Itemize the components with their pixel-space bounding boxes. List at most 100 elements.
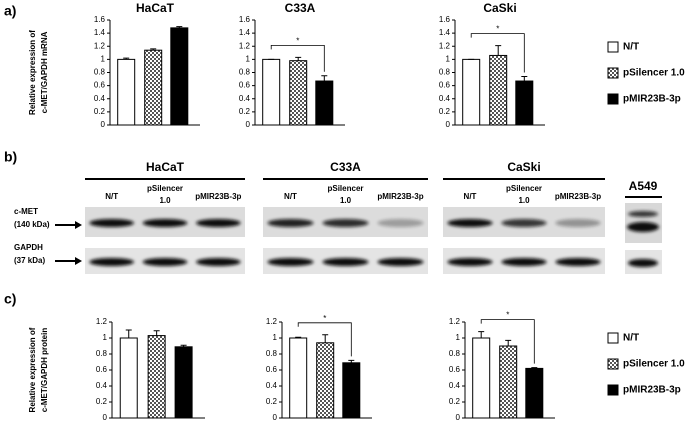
lane-label: pMIR23B-3p <box>377 192 423 201</box>
blot-band <box>142 219 188 227</box>
bar <box>472 337 491 419</box>
blot-row-label: (37 kDa) <box>14 256 45 265</box>
blot-band <box>555 219 601 227</box>
blot-band <box>377 219 424 227</box>
legend-swatch <box>607 332 619 344</box>
lane-label: 1.0 <box>340 196 352 205</box>
error-bar <box>295 336 302 338</box>
bar <box>515 80 534 126</box>
error-bar <box>495 45 502 56</box>
blot-band <box>322 258 369 266</box>
blot-band <box>501 258 547 266</box>
legend-swatch <box>607 384 619 396</box>
blot-band <box>267 258 314 266</box>
lane-label: pMIR23B-3p <box>195 192 241 201</box>
error-bar <box>321 75 328 82</box>
error-bar <box>531 367 538 369</box>
error-bar <box>123 57 130 60</box>
lane-label: pSilencer <box>147 184 183 193</box>
y-tick-label: 0 <box>103 413 108 422</box>
error-bar <box>505 339 512 346</box>
blot-band <box>322 219 369 227</box>
bar <box>289 60 308 126</box>
panel-label: b) <box>4 149 17 165</box>
blot-band <box>447 219 493 227</box>
significance-label: * <box>506 311 509 320</box>
y-tick-label: 0 <box>246 120 251 129</box>
y-tick-label: 0.6 <box>239 81 251 90</box>
lane-label: N/T <box>105 192 118 201</box>
significance-bracket <box>270 45 325 72</box>
y-tick-label: 1 <box>246 54 251 63</box>
y-tick-label: 1.2 <box>266 317 278 326</box>
error-bar <box>521 75 528 82</box>
blot-band <box>377 258 424 266</box>
y-tick-label: 0 <box>446 120 451 129</box>
blot-band <box>628 211 658 217</box>
bar <box>489 54 508 126</box>
y-axis-label: Relative expression of <box>28 30 37 115</box>
arrow-head <box>75 221 82 229</box>
blot-band <box>142 258 188 266</box>
significance-bracket <box>297 322 352 357</box>
y-tick-label: 1.6 <box>439 15 451 24</box>
blot-group-title: CaSki <box>507 160 540 174</box>
legend-swatch <box>607 358 619 370</box>
bar <box>316 342 335 419</box>
legend-label: pMIR23B-3p <box>623 385 681 396</box>
y-tick-label: 0.8 <box>94 68 106 77</box>
legend-label: pSilencer 1.0 <box>623 68 685 79</box>
y-tick-label: 0 <box>456 413 461 422</box>
y-tick-label: 0.4 <box>439 94 451 103</box>
y-tick-label: 1.2 <box>449 317 461 326</box>
y-tick-label: 1 <box>446 54 451 63</box>
y-tick-label: 1.6 <box>239 15 251 24</box>
blot-band <box>501 219 547 227</box>
bar <box>462 58 481 126</box>
lane-label: N/T <box>284 192 297 201</box>
blot-band <box>89 258 135 266</box>
y-tick-label: 0.2 <box>266 397 278 406</box>
lane-label: N/T <box>464 192 477 201</box>
y-axis-label: c-MET/GAPDH protein <box>40 328 49 413</box>
y-tick-label: 0.6 <box>449 365 461 374</box>
y-tick-label: 1 <box>103 333 108 342</box>
y-tick-label: 1.4 <box>439 28 451 37</box>
lane-label: pSilencer <box>327 184 363 193</box>
y-tick-label: 0.4 <box>96 381 108 390</box>
y-tick-label: 0.2 <box>239 107 251 116</box>
y-tick-label: 0.6 <box>94 81 106 90</box>
y-tick-label: 0 <box>101 120 106 129</box>
y-tick-label: 1 <box>101 54 106 63</box>
error-bar <box>348 359 355 363</box>
error-bar <box>153 330 160 336</box>
bar <box>262 58 281 126</box>
y-tick-label: 1.2 <box>94 41 106 50</box>
y-tick-label: 1.2 <box>96 317 108 326</box>
panel-label: c) <box>4 291 16 307</box>
y-tick-label: 1.2 <box>239 41 251 50</box>
blot-row-label: (140 kDa) <box>14 220 50 229</box>
error-bar <box>180 344 187 347</box>
error-bar <box>295 56 302 61</box>
y-tick-label: 0.8 <box>266 349 278 358</box>
y-axis-label: c-MET/GAPDH mRNA <box>40 31 49 113</box>
bar <box>342 362 361 419</box>
arrow-head <box>75 257 82 265</box>
blot-band <box>555 258 601 266</box>
y-tick-label: 0.2 <box>94 107 106 116</box>
blot-band <box>195 219 241 227</box>
bar <box>147 335 166 419</box>
legend-label: N/T <box>623 333 639 344</box>
y-tick-label: 1.6 <box>94 15 106 24</box>
legend-swatch <box>607 41 619 53</box>
blot-row-label: c-MET <box>14 207 38 216</box>
bar <box>525 367 544 419</box>
y-tick-label: 0.2 <box>449 397 461 406</box>
significance-bracket <box>480 319 535 364</box>
y-tick-label: 0.2 <box>96 397 108 406</box>
y-tick-label: 0.4 <box>449 381 461 390</box>
y-tick-label: 0.4 <box>266 381 278 390</box>
y-tick-label: 1.2 <box>439 41 451 50</box>
blot-band <box>447 258 493 266</box>
